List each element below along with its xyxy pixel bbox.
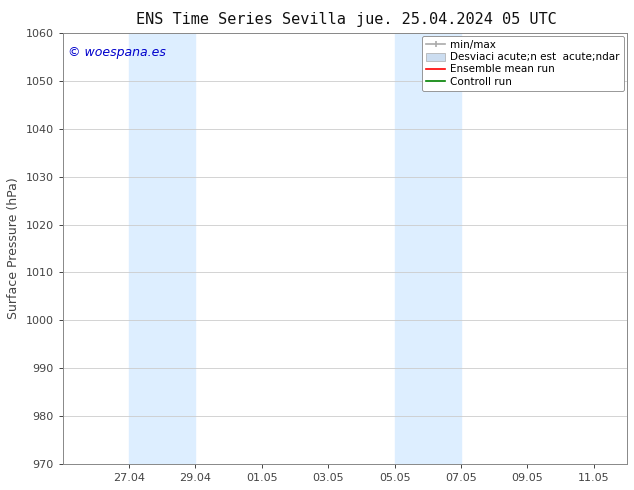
Bar bbox=[394, 33, 461, 464]
Y-axis label: Surface Pressure (hPa): Surface Pressure (hPa) bbox=[7, 178, 20, 319]
Bar bbox=[129, 33, 195, 464]
Legend: min/max, Desviaci acute;n est  acute;ndar, Ensemble mean run, Controll run: min/max, Desviaci acute;n est acute;ndar… bbox=[422, 36, 624, 91]
Text: © woespana.es: © woespana.es bbox=[68, 46, 166, 59]
Text: jue. 25.04.2024 05 UTC: jue. 25.04.2024 05 UTC bbox=[356, 12, 557, 27]
Text: ENS Time Series Sevilla: ENS Time Series Sevilla bbox=[136, 12, 346, 27]
